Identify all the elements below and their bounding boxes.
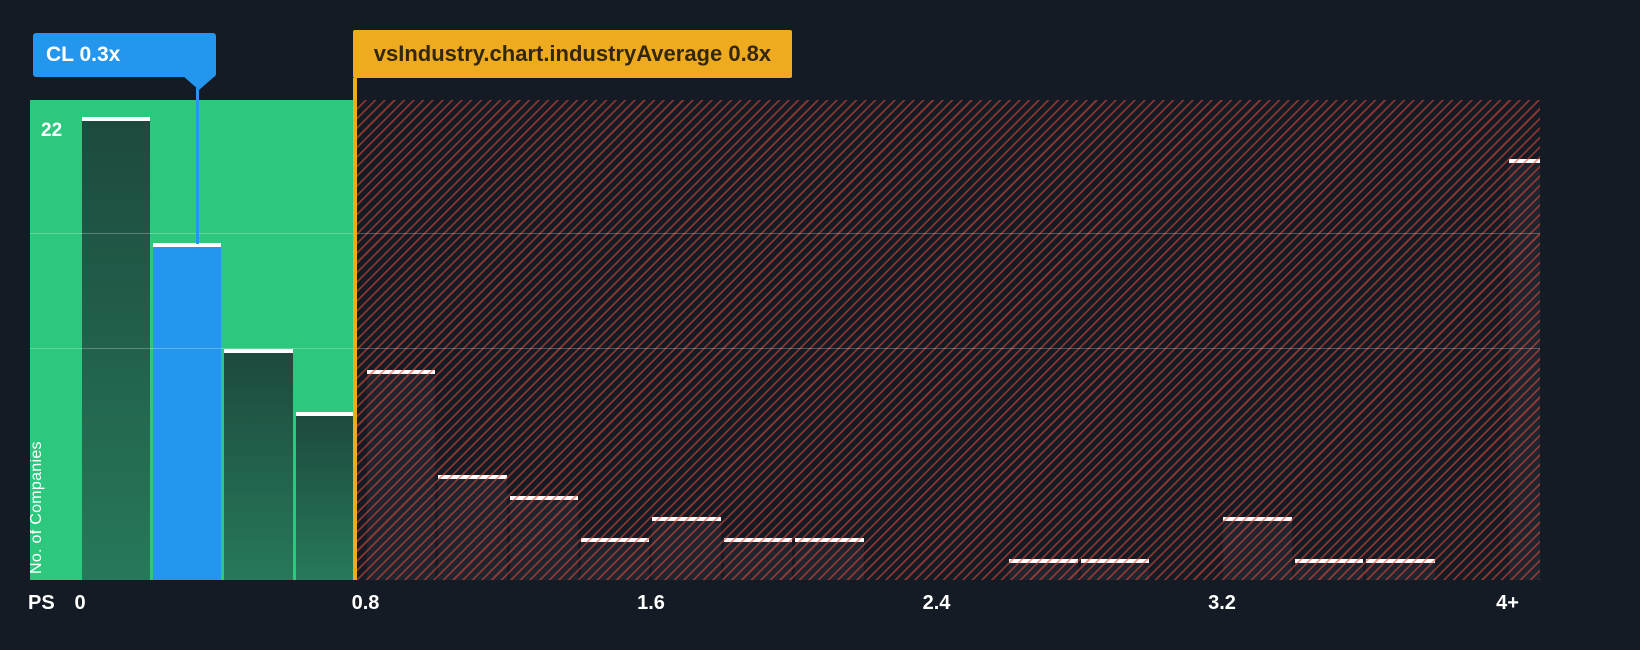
industry-average-line[interactable] [352, 78, 357, 580]
histogram-bar[interactable] [509, 495, 579, 580]
histogram-bar[interactable] [438, 474, 507, 580]
y-max-label: 22 [41, 120, 63, 141]
histogram-bar[interactable] [1366, 558, 1435, 580]
histogram-bar[interactable] [1080, 558, 1150, 580]
chart-plot-area: 22 No. of Companies [30, 100, 1540, 580]
x-tick-label: 3.2 [1208, 592, 1236, 614]
histogram-bar[interactable] [81, 117, 150, 580]
x-tick-label: 4+ [1496, 592, 1519, 614]
histogram-bar[interactable] [224, 348, 293, 580]
industry-average-label: vsIndustry.chart.industryAverage 0.8x [352, 30, 793, 78]
x-tick-label: 0.8 [351, 592, 380, 614]
histogram-bar[interactable] [581, 537, 650, 580]
tooltip-label: CL 0.3x [46, 43, 121, 66]
histogram-bar[interactable] [366, 369, 436, 580]
histogram-bar[interactable] [1009, 558, 1078, 580]
histogram-bar[interactable] [1223, 516, 1292, 580]
y-axis-title: No. of Companies [30, 441, 45, 574]
company-tooltip: CL 0.3x [33, 33, 216, 90]
histogram-bar[interactable] [723, 537, 793, 580]
histogram-bar[interactable] [1294, 558, 1364, 580]
tooltip-pointer-icon [183, 76, 215, 90]
x-tick-label: 2.4 [922, 592, 951, 614]
histogram-bar-highlighted[interactable] [152, 243, 222, 580]
above-average-region [354, 100, 1540, 580]
histogram-bar[interactable] [795, 537, 864, 580]
tooltip-connector-line [196, 76, 199, 244]
x-axis-name: PS [28, 592, 55, 614]
x-tick-label: 1.6 [637, 592, 665, 614]
x-tick-label: 0 [74, 592, 86, 614]
histogram-bar[interactable] [295, 411, 355, 580]
below-average-region: 22 No. of Companies [30, 100, 355, 580]
histogram-bar[interactable] [652, 516, 721, 580]
histogram-bar[interactable] [1508, 159, 1540, 580]
x-axis: PS 0 0.8 1.6 2.4 3.2 4+ [0, 592, 1640, 622]
